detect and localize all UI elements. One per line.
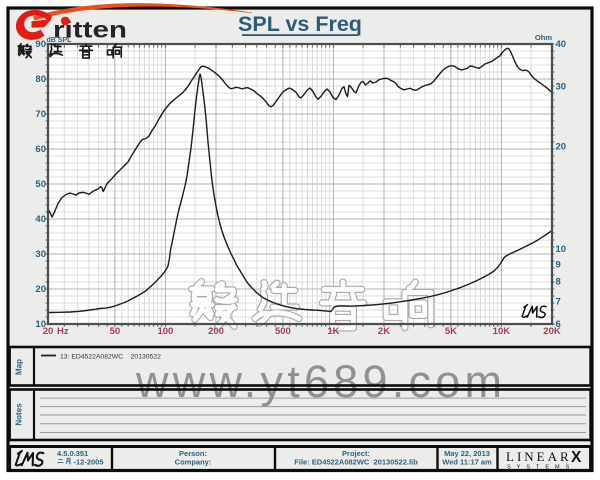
svg-text:www.yt689.com: www.yt689.com [135,356,502,407]
svg-text:20: 20 [556,142,567,153]
svg-text:60: 60 [35,144,46,155]
svg-text:70: 70 [35,109,46,120]
svg-text:5K: 5K [445,326,457,337]
svg-text:30: 30 [556,82,567,93]
svg-text:10K: 10K [493,326,511,337]
svg-text:40: 40 [556,39,567,50]
svg-text:10: 10 [35,319,46,330]
svg-text:7: 7 [556,296,561,307]
svg-text:100: 100 [157,326,173,337]
svg-text:10: 10 [556,244,567,255]
svg-text:Person:: Person: [179,449,207,458]
svg-text:Wed 11:17 am: Wed 11:17 am [442,458,492,467]
svg-text:30: 30 [35,249,46,260]
svg-text:X: X [571,449,582,466]
svg-text:6: 6 [556,319,561,330]
svg-text:20: 20 [43,326,54,337]
svg-text:50: 50 [110,326,121,337]
svg-text:8: 8 [556,277,561,288]
svg-text:200: 200 [208,326,224,337]
svg-text:2K: 2K [378,326,390,337]
svg-text:500: 500 [275,326,291,337]
svg-text:50: 50 [35,179,46,190]
svg-text:4.5.0.351: 4.5.0.351 [57,449,88,458]
svg-text:-12-2005: -12-2005 [74,458,104,467]
svg-text:Ohm: Ohm [535,33,552,42]
svg-text:13: ED4522A082WC 20130522: 13: ED4522A082WC 20130522 [60,353,161,360]
svg-text:9: 9 [556,259,561,270]
svg-text:Map: Map [15,359,24,375]
svg-text:Company:: Company: [175,458,212,467]
svg-text:File: ED4522A082WC 20130522.l: File: ED4522A082WC 20130522.lib [294,458,418,467]
svg-text:Notes: Notes [15,403,24,426]
svg-text:80: 80 [35,74,46,85]
svg-text:May 22, 2013: May 22, 2013 [444,449,490,458]
svg-text:SPL vs Freq: SPL vs Freq [238,12,362,36]
svg-text:SYSTEMS: SYSTEMS [507,464,575,470]
svg-text:Project:: Project: [342,449,370,458]
svg-text:20: 20 [35,284,46,295]
svg-text:40: 40 [35,214,46,225]
svg-text:LINEAR: LINEAR [506,449,572,464]
svg-text:20K: 20K [543,326,561,337]
svg-text:1K: 1K [327,326,339,337]
svg-text:Hz: Hz [57,326,69,337]
svg-text:90: 90 [35,39,46,50]
svg-text:dB SPL: dB SPL [47,37,73,44]
